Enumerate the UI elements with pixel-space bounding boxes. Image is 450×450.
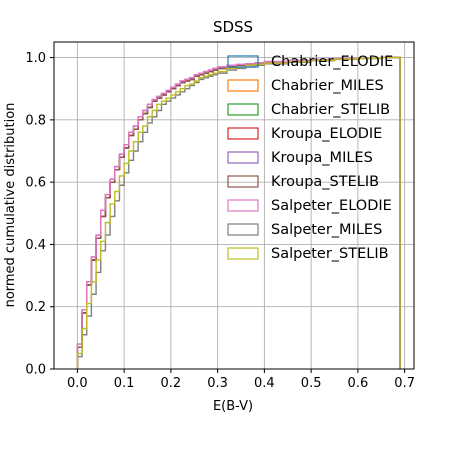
x-tick-label: 0.6 xyxy=(348,376,369,391)
y-tick-label: 0.8 xyxy=(25,113,46,128)
x-tick-label: 0.1 xyxy=(114,376,135,391)
legend-label: Salpeter_ELODIE xyxy=(271,198,392,214)
legend-label: Kroupa_MILES xyxy=(271,150,373,166)
x-tick-label: 0.4 xyxy=(254,376,275,391)
chart-title: SDSS xyxy=(213,18,253,36)
x-axis-label: E(B-V) xyxy=(213,399,253,414)
legend-label: Kroupa_ELODIE xyxy=(271,126,382,142)
legend-label: Kroupa_STELIB xyxy=(271,174,379,190)
x-tick-label: 0.0 xyxy=(67,376,88,391)
x-tick-label: 0.2 xyxy=(161,376,182,391)
y-tick-label: 1.0 xyxy=(25,51,46,66)
y-tick-label: 0.2 xyxy=(25,300,46,315)
x-tick-label: 0.7 xyxy=(394,376,415,391)
y-tick-label: 0.0 xyxy=(25,363,46,378)
y-tick-label: 0.4 xyxy=(25,238,46,253)
legend-label: Chabrier_ELODIE xyxy=(271,54,393,70)
y-axis-label: normed cumulative distribution xyxy=(3,103,18,308)
legend-label: Chabrier_STELIB xyxy=(271,102,390,118)
y-tick-label: 0.6 xyxy=(25,176,46,191)
x-tick-label: 0.5 xyxy=(301,376,322,391)
legend-label: Salpeter_STELIB xyxy=(271,246,389,262)
x-tick-label: 0.3 xyxy=(207,376,228,391)
legend-label: Chabrier_MILES xyxy=(271,78,384,94)
legend-label: Salpeter_MILES xyxy=(271,222,382,238)
